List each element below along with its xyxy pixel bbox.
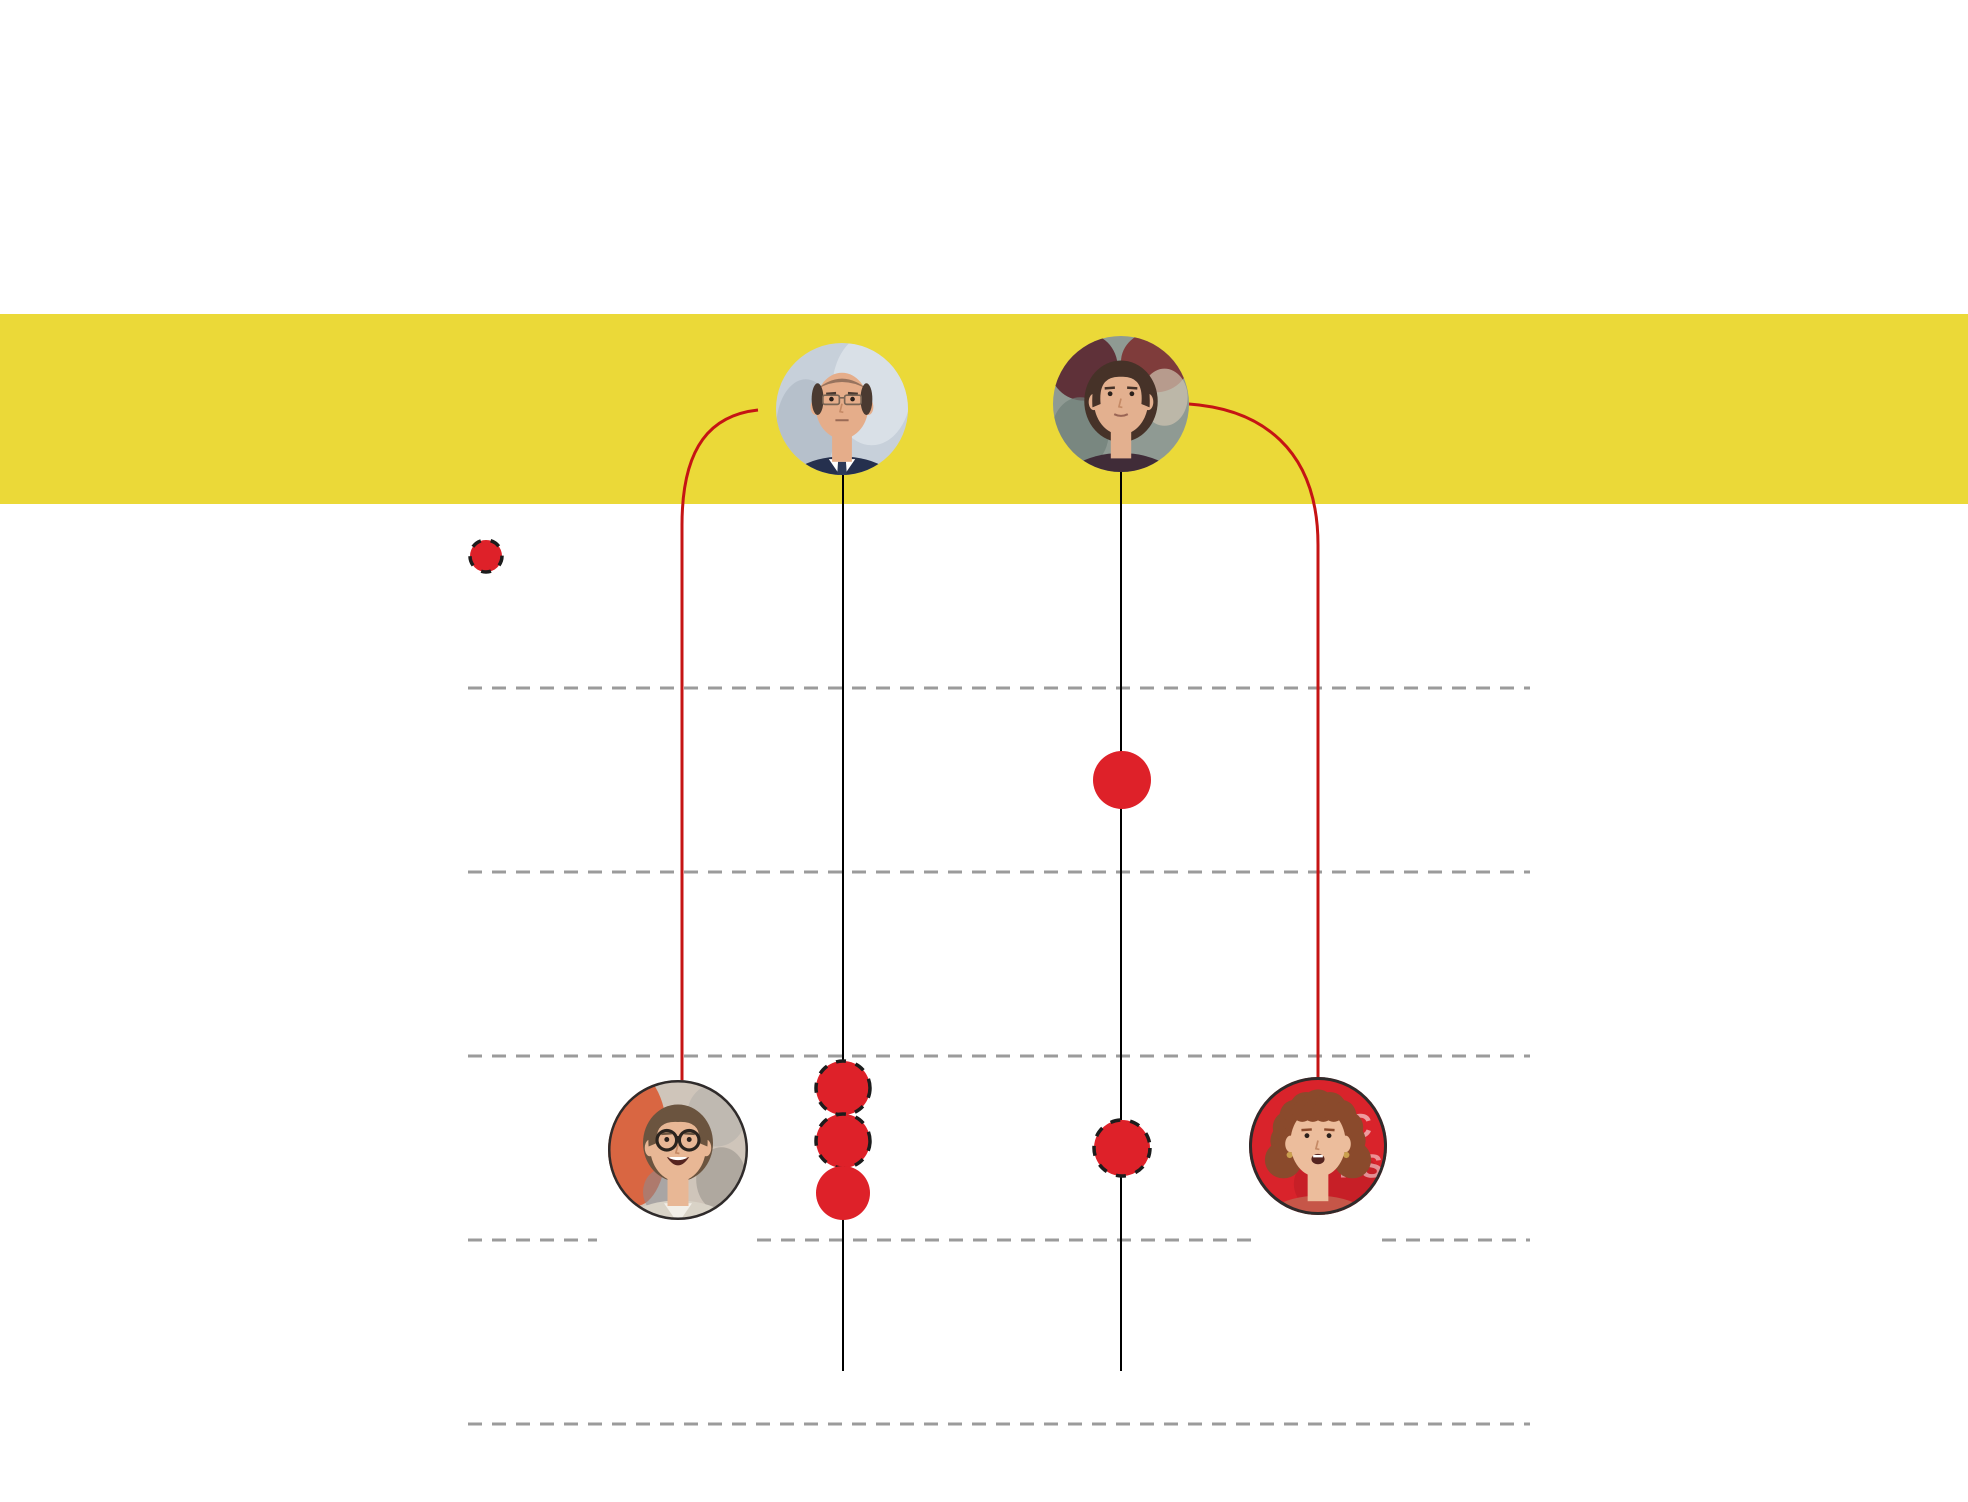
- yellow-highlight-band: [0, 314, 1968, 504]
- poll-dot: [1093, 751, 1151, 809]
- poll-dot: [1092, 1118, 1152, 1178]
- avatar-bottom-right: CPS: [1249, 1077, 1387, 1215]
- poll-dot: [468, 538, 504, 574]
- avatar-top-right: [1053, 336, 1189, 472]
- poll-dot: [814, 1112, 872, 1170]
- poll-dot: [814, 1059, 872, 1117]
- red-connector-curve: [680, 408, 759, 1082]
- poll-dot: [816, 1166, 870, 1220]
- red-connector-curve: [1188, 402, 1320, 1078]
- avatar-bottom-right-ring: [1249, 1077, 1387, 1215]
- avatar-bottom-left-ring: [608, 1080, 748, 1220]
